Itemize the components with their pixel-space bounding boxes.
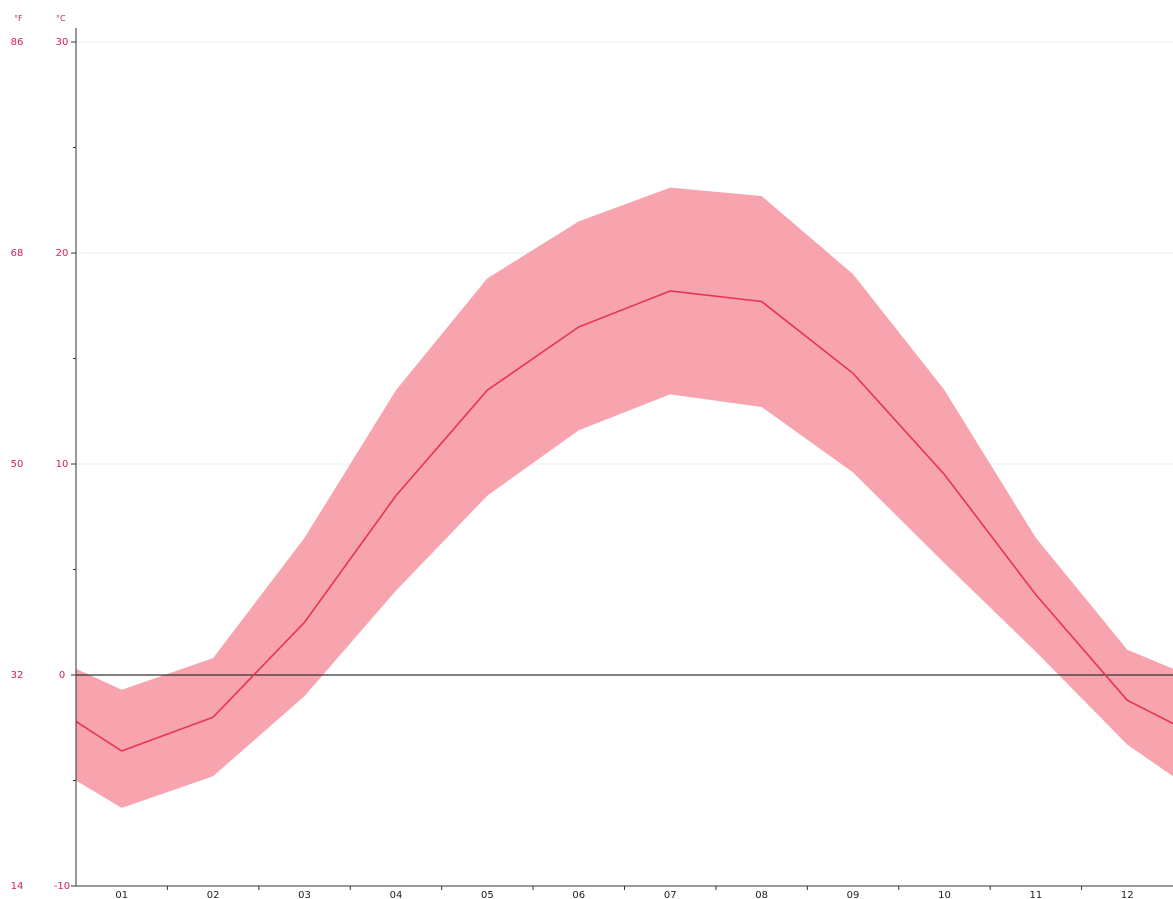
x-axis: 01 02 03 04 05 06 07 08 09 10 11 12 [76,885,1173,899]
temperature-range-band [76,187,1173,808]
x-tick-label-10: 10 [938,890,951,899]
y-tick-label-f: 32 [11,670,24,681]
max-min-band [76,187,1173,808]
y-tick-label-c: 0 [59,670,65,681]
y-tick-label-f: 86 [11,37,24,48]
x-tick-label-03: 03 [298,890,311,899]
x-tick-label-04: 04 [390,890,403,899]
unit-labels: °F °C [14,14,66,23]
unit-fahrenheit-label: °F [14,14,23,23]
unit-celsius-label: °C [56,14,66,23]
y-tick-label-c: 20 [56,248,69,259]
y-tick-label-f: 14 [11,881,24,892]
x-tick-label-01: 01 [115,890,128,899]
x-tick-label-07: 07 [664,890,677,899]
y-tick-label-c: 30 [56,37,69,48]
x-tick-label-08: 08 [755,890,768,899]
gridlines [76,41,1173,887]
x-tick-label-12: 12 [1121,890,1134,899]
x-tick-label-02: 02 [207,890,220,899]
y-tick-label-f: 50 [11,459,24,470]
x-tick-label-09: 09 [847,890,860,899]
x-tick-label-06: 06 [572,890,585,899]
y-tick-label-f: 68 [11,248,24,259]
mean-temperature-line [75,290,1173,752]
y-axis: -10 14 0 32 10 50 20 68 30 86 [11,28,77,892]
x-tick-label-11: 11 [1030,890,1043,899]
mean-temperature-polyline [75,290,1173,752]
y-tick-label-c: 10 [56,459,69,470]
x-tick-label-05: 05 [481,890,494,899]
y-tick-label-c: -10 [54,881,70,892]
